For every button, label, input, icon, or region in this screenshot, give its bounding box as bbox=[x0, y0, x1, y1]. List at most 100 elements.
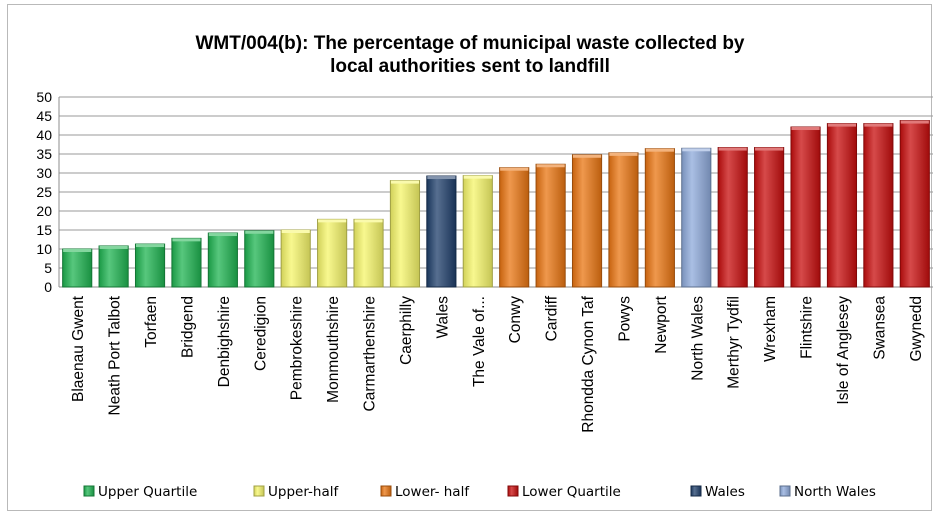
bar-top-highlight bbox=[172, 238, 201, 242]
bar-top-highlight bbox=[827, 123, 857, 127]
category-labels: Blaenau Gwent Neath Port Talbot Torfaen Bri… bbox=[70, 295, 925, 432]
legend-label: Upper-half bbox=[268, 484, 339, 500]
bar-top-highlight bbox=[500, 167, 529, 171]
bar-top-highlight bbox=[864, 123, 893, 127]
bar bbox=[244, 230, 275, 288]
category-label: The Vale of... bbox=[471, 296, 488, 387]
chart-title-line-1: WMT/004(b): The percentage of municipal … bbox=[196, 33, 745, 54]
bar-top-highlight bbox=[63, 249, 92, 252]
bar-top-highlight bbox=[572, 154, 602, 158]
bars bbox=[62, 120, 930, 288]
legend-swatch bbox=[380, 485, 392, 497]
legend-swatch bbox=[507, 485, 519, 497]
bar bbox=[62, 248, 93, 288]
y-tick-label: 25 bbox=[36, 184, 52, 200]
y-tick-label: 20 bbox=[36, 203, 52, 219]
bar bbox=[426, 175, 457, 288]
bar-top-highlight bbox=[318, 219, 347, 223]
bar-top-highlight bbox=[463, 175, 492, 179]
bar bbox=[499, 167, 530, 288]
y-tick-label: 30 bbox=[36, 165, 52, 181]
bar bbox=[826, 123, 858, 288]
category-label: Isle of Anglesey bbox=[835, 296, 852, 405]
category-label: Caerphilly bbox=[398, 296, 415, 365]
category-label: Gwynedd bbox=[908, 296, 925, 361]
y-tick-label: 45 bbox=[36, 108, 52, 124]
legend-label: Upper Quartile bbox=[98, 484, 197, 500]
legend: Upper Quartile Upper-half Lower- half Lower… bbox=[83, 484, 876, 500]
legend-label: Wales bbox=[705, 484, 745, 500]
bar bbox=[681, 147, 712, 288]
bar-top-highlight bbox=[99, 245, 128, 249]
category-label: Rhondda Cynon Taf bbox=[580, 295, 597, 432]
bar bbox=[462, 175, 493, 288]
category-label: North Wales bbox=[689, 296, 706, 381]
bar bbox=[207, 232, 238, 288]
category-label: Cardiff bbox=[544, 295, 561, 341]
category-label: Carmarthenshire bbox=[362, 296, 379, 411]
bar-top-highlight bbox=[245, 230, 274, 234]
chart-title-line-2: local authorities sent to landfill bbox=[330, 56, 610, 77]
bar-top-highlight bbox=[354, 219, 383, 223]
bar bbox=[608, 152, 639, 288]
bar bbox=[717, 147, 748, 288]
chart-svg: WMT/004(b): The percentage of municipal … bbox=[36, 33, 933, 500]
category-label: Flintshire bbox=[799, 296, 816, 359]
bar-top-highlight bbox=[645, 148, 674, 152]
legend-swatch bbox=[690, 485, 702, 497]
y-tick-label: 15 bbox=[36, 222, 52, 238]
bar-top-highlight bbox=[682, 148, 711, 152]
category-label: Powys bbox=[616, 296, 633, 342]
category-label: Swansea bbox=[871, 296, 888, 360]
legend-label: Lower- half bbox=[395, 484, 470, 500]
bar-top-highlight bbox=[791, 127, 820, 131]
category-label: Denbighshire bbox=[216, 296, 233, 387]
category-label: Wrexham bbox=[762, 296, 779, 362]
bar bbox=[571, 154, 603, 288]
y-tick-label: 0 bbox=[44, 279, 52, 295]
category-label: Ceredigion bbox=[252, 296, 269, 371]
y-tick-label: 35 bbox=[36, 146, 52, 162]
legend-swatch bbox=[779, 485, 791, 497]
bar-top-highlight bbox=[208, 233, 237, 237]
category-label: Conwy bbox=[507, 296, 524, 344]
category-label: Merthyr Tydfil bbox=[726, 296, 743, 389]
bar bbox=[98, 245, 129, 288]
legend-label: Lower Quartile bbox=[522, 484, 621, 500]
category-label: Newport bbox=[653, 295, 670, 353]
legend-swatch bbox=[83, 485, 95, 497]
y-tick-label: 50 bbox=[36, 89, 52, 105]
category-label: Neath Port Talbot bbox=[107, 295, 124, 415]
bar bbox=[317, 218, 348, 288]
chart-frame: WMT/004(b): The percentage of municipal … bbox=[7, 4, 933, 511]
bar-top-highlight bbox=[900, 120, 929, 124]
bar-top-highlight bbox=[536, 164, 565, 168]
bar bbox=[171, 237, 202, 288]
bar-top-highlight bbox=[718, 147, 747, 151]
bar bbox=[644, 148, 675, 288]
bar bbox=[280, 229, 311, 288]
bar bbox=[863, 123, 894, 288]
category-label: Blaenau Gwent bbox=[70, 295, 87, 402]
bar-top-highlight bbox=[755, 147, 784, 151]
y-tick-label: 40 bbox=[36, 127, 52, 143]
bar-top-highlight bbox=[281, 230, 310, 233]
y-axis-ticks: 0 5 10 15 20 25 30 35 40 45 50 bbox=[36, 89, 52, 295]
bar-top-highlight bbox=[427, 176, 456, 180]
category-label: Monmouthshire bbox=[325, 296, 342, 403]
grid-lines bbox=[58, 96, 933, 288]
bar-top-highlight bbox=[609, 152, 638, 156]
category-label: Wales bbox=[434, 296, 451, 339]
y-tick-label: 10 bbox=[36, 241, 52, 257]
category-label: Bridgend bbox=[179, 296, 196, 358]
bar-top-highlight bbox=[390, 180, 420, 184]
legend-swatch bbox=[253, 485, 265, 497]
bar bbox=[790, 126, 821, 288]
bar bbox=[754, 147, 785, 288]
bar bbox=[535, 163, 566, 288]
bar-top-highlight bbox=[135, 244, 165, 248]
category-label: Torfaen bbox=[143, 296, 160, 348]
y-tick-label: 5 bbox=[44, 260, 52, 276]
bar bbox=[134, 243, 166, 288]
bar bbox=[389, 180, 421, 288]
